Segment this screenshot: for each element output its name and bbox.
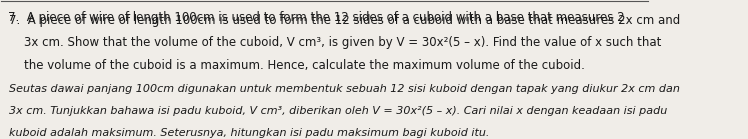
Text: 3x cm. Show that the volume of the cuboid, V cm³, is given by V = 30x²(5 – x). F: 3x cm. Show that the volume of the cuboi… (9, 36, 661, 49)
Text: the volume of the cuboid is a maximum. Hence, calculate the maximum volume of th: the volume of the cuboid is a maximum. H… (9, 59, 585, 72)
Text: 7.  A piece of wire of length 100cm is used to form the 12 sides of a cuboid wit: 7. A piece of wire of length 100cm is us… (9, 14, 681, 27)
Text: Seutas dawai panjang 100cm digunakan untuk membentuk sebuah 12 sisi kuboid denga: Seutas dawai panjang 100cm digunakan unt… (9, 84, 680, 94)
Text: 7.  A piece of wire of length 100cm is used to form the 12 sides of a cuboid wit: 7. A piece of wire of length 100cm is us… (8, 11, 625, 24)
Text: 3x cm. Tunjukkan bahawa isi padu kuboid, V cm³, diberikan oleh V = 30x²(5 – x). : 3x cm. Tunjukkan bahawa isi padu kuboid,… (9, 106, 667, 116)
Text: kuboid adalah maksimum. Seterusnya, hitungkan isi padu maksimum bagi kuboid itu.: kuboid adalah maksimum. Seterusnya, hitu… (9, 128, 489, 138)
